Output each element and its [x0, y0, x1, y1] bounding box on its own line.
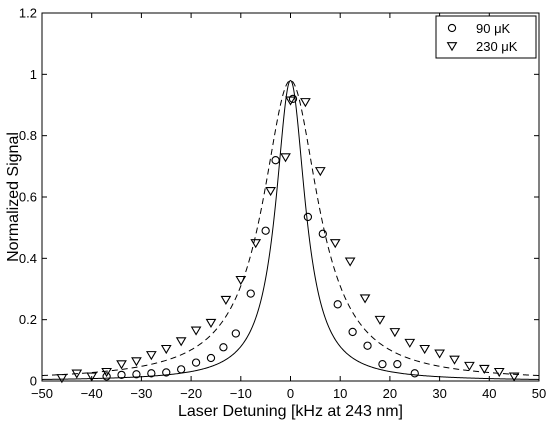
data-point-230uk — [478, 364, 490, 374]
y-tick-label: 1.2 — [19, 6, 37, 21]
data-point-90uk — [132, 370, 141, 379]
data-point-90uk — [333, 300, 342, 309]
data-point-230uk — [265, 187, 276, 197]
y-tick-label: 1 — [30, 67, 37, 82]
data-point-230uk — [314, 167, 326, 177]
data-point-230uk — [116, 360, 127, 370]
y-tick-label: 0 — [30, 374, 37, 389]
data-point-230uk — [493, 367, 505, 378]
data-point-230uk — [389, 328, 401, 338]
data-point-230uk — [56, 374, 68, 384]
y-tick-label: 0.4 — [19, 251, 37, 266]
legend-entry: 230 μK — [446, 39, 518, 54]
legend-label: 90 μK — [476, 21, 511, 36]
legend-entry: 90 μK — [447, 21, 511, 36]
data-point-90uk — [206, 353, 216, 363]
data-point-90uk — [261, 226, 270, 235]
data-point-230uk — [508, 372, 520, 382]
data-point-230uk — [404, 338, 416, 348]
data-point-230uk — [190, 326, 202, 336]
y-tick-label: 0.8 — [19, 128, 37, 143]
x-tick-label: −50 — [31, 386, 53, 401]
data-point-90uk — [246, 289, 255, 298]
data-point-230uk — [344, 257, 356, 267]
data-point-230uk — [300, 98, 311, 108]
data-point-230uk — [285, 96, 296, 106]
legend-triangle-icon — [446, 42, 458, 52]
data-point-230uk — [86, 372, 98, 382]
fit-lines — [41, 79, 540, 380]
data-point-230uk — [220, 295, 232, 305]
data-point-230uk — [464, 361, 475, 371]
legend: 90 μK 230 μK — [435, 15, 537, 59]
x-tick-label: −20 — [180, 386, 202, 401]
legend-label: 230 μK — [476, 39, 518, 54]
data-point-230uk — [449, 355, 460, 365]
data-point-90uk — [410, 369, 419, 378]
data-point-90uk — [231, 329, 240, 338]
data-point-90uk — [162, 368, 171, 377]
legend-circle-icon — [447, 23, 457, 33]
data-point-90uk — [102, 372, 111, 381]
data-point-90uk — [318, 229, 327, 238]
data-point-230uk — [131, 357, 142, 367]
y-tick-label: 0.2 — [19, 312, 37, 327]
data-point-90uk — [219, 343, 228, 352]
y-tick-label: 0.6 — [19, 190, 37, 205]
data-point-230uk — [374, 315, 386, 325]
fit-line-solid — [41, 79, 540, 380]
data-point-90uk — [177, 365, 186, 374]
data-point-230uk — [280, 153, 291, 163]
x-tick-label: −40 — [81, 386, 103, 401]
data-point-90uk — [271, 156, 280, 165]
data-point-230uk — [250, 239, 262, 249]
data-point-90uk — [363, 341, 372, 350]
data-point-230uk — [71, 369, 83, 379]
data-point-90uk — [393, 359, 402, 369]
x-tick-label: 40 — [482, 386, 496, 401]
data-point-230uk — [329, 239, 341, 249]
x-tick-label: 50 — [532, 386, 546, 401]
tick-labels: −50 −40 −30 −20 −10 0 10 20 30 40 50 0 0.2 0.4 0.6 0.8 1… — [19, 6, 546, 402]
x-tick-label: 30 — [432, 386, 446, 401]
legend-entries: 90 μK 230 μK — [446, 21, 518, 54]
x-tick-label: −30 — [130, 386, 152, 401]
data-point-90uk — [147, 369, 156, 378]
data-point-230uk — [205, 318, 217, 328]
data-point-90uk — [348, 327, 357, 337]
fit-line-dashed — [41, 79, 540, 377]
x-tick-label: 0 — [287, 386, 294, 401]
data-point-230uk — [434, 349, 445, 359]
data-point-230uk — [101, 367, 112, 378]
data-point-230uk — [359, 294, 371, 304]
data-markers — [56, 94, 520, 384]
x-tick-label: 10 — [333, 386, 347, 401]
data-point-90uk — [378, 359, 387, 369]
x-axis-label: Laser Detuning [kHz at 243 nm] — [178, 403, 403, 420]
data-point-230uk — [160, 344, 172, 355]
data-point-90uk — [303, 212, 313, 222]
data-point-90uk — [191, 358, 201, 367]
data-point-90uk — [117, 370, 126, 380]
y-axis-label: Normalized Signal — [5, 132, 22, 262]
legend-box — [435, 15, 537, 59]
data-point-90uk — [288, 94, 298, 104]
x-tick-label: −10 — [230, 386, 252, 401]
data-point-230uk — [145, 351, 157, 361]
data-point-230uk — [175, 337, 187, 347]
data-point-230uk — [419, 344, 431, 355]
x-tick-label: 20 — [383, 386, 397, 401]
data-point-230uk — [235, 275, 247, 286]
